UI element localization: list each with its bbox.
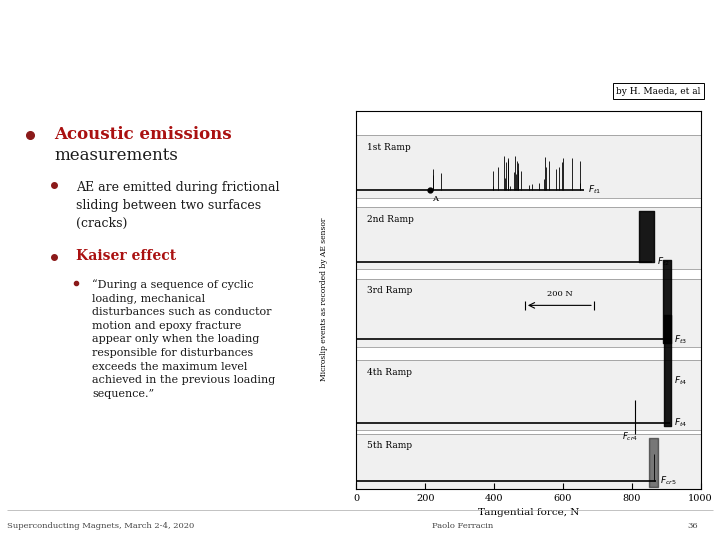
Text: $F_{t2}$: $F_{t2}$ [657,255,670,268]
Text: Kaiser effect: Kaiser effect [76,249,176,263]
X-axis label: Tangential force, N: Tangential force, N [478,508,579,517]
Text: $F_{t1}$: $F_{t1}$ [588,184,600,197]
Text: BERKELEY: BERKELEY [13,9,56,17]
Bar [356,279,701,347]
Text: 1st Ramp: 1st Ramp [366,143,410,152]
Text: 2nd Ramp: 2nd Ramp [366,215,413,224]
Bar [356,207,701,269]
Text: Paolo Ferracin: Paolo Ferracin [432,522,493,530]
Text: A: A [432,195,438,204]
Text: $F_{t4}$: $F_{t4}$ [674,375,687,387]
Bar [356,136,701,198]
Text: Microslip events as recorded by AE sensor: Microslip events as recorded by AE senso… [320,218,328,381]
Text: Frictional motion: Frictional motion [274,62,518,89]
Text: $F_{cr5}$: $F_{cr5}$ [660,475,677,488]
Text: Superconducting Magnets, March 2-4, 2020: Superconducting Magnets, March 2-4, 2020 [7,522,194,530]
Text: $F_{t3}$: $F_{t3}$ [674,333,687,346]
Text: “During a sequence of cyclic
loading, mechanical
disturbances such as conductor
: “During a sequence of cyclic loading, me… [92,279,276,399]
Text: 3rd Ramp: 3rd Ramp [366,286,412,295]
Text: by H. Maeda, et al: by H. Maeda, et al [616,86,701,96]
Bar [356,360,701,430]
Text: 5th Ramp: 5th Ramp [366,442,412,450]
Text: Training: Training [336,16,456,43]
Text: $F_{cr4}$: $F_{cr4}$ [622,430,638,443]
Text: AE are emitted during frictional
sliding between two surfaces
(cracks): AE are emitted during frictional sliding… [76,181,279,230]
Bar [356,434,701,489]
Text: 4th Ramp: 4th Ramp [366,368,412,377]
Text: measurements: measurements [54,147,178,164]
Text: Acoustic emissions: Acoustic emissions [54,126,232,143]
Text: $F_{t4}$: $F_{t4}$ [674,416,687,429]
Text: LAB: LAB [13,33,30,43]
Text: 36: 36 [688,522,698,530]
Text: 200 N: 200 N [546,290,572,298]
